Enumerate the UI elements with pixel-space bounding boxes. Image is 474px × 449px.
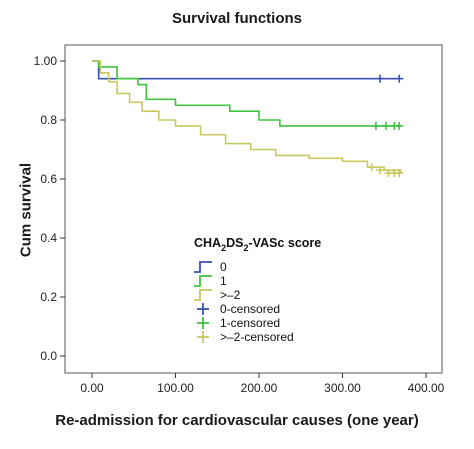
legend-step-icon: [194, 289, 212, 301]
censor-mark-1: [395, 121, 404, 130]
y-tick-label: 0.6: [40, 172, 57, 186]
y-tick-label: 0.0: [40, 349, 57, 363]
x-tick-label: 400.00: [408, 381, 445, 395]
series-layer: [92, 60, 404, 178]
censor-mark-2: [376, 166, 385, 175]
axes: 0.00 100.00 200.00 300.00 400.00 0.0 0.2 0.4 0.6…: [34, 54, 445, 395]
x-tick-label: 200.00: [241, 381, 278, 395]
censor-mark-1: [381, 121, 390, 130]
y-tick-label: 0.8: [40, 113, 57, 127]
x-tick-label: 100.00: [157, 381, 194, 395]
x-tick-label: 300.00: [324, 381, 361, 395]
chart-title: Survival functions: [171, 10, 303, 27]
legend-item-3: 0-censored: [197, 302, 280, 316]
legend-item-2: >–2: [194, 288, 241, 302]
y-tick-label: 1.00: [34, 54, 58, 68]
y-tick-label: 0.2: [40, 290, 57, 304]
legend-item-1: 1: [194, 274, 227, 288]
x-tick-label: 0.00: [80, 381, 104, 395]
series-line-1: [92, 60, 401, 127]
censor-mark-2: [395, 169, 404, 178]
x-axis-label: Re-admission for cardiovascular causes (…: [55, 412, 419, 429]
censor-mark-1: [371, 121, 380, 130]
censor-mark-0: [395, 74, 404, 83]
legend-label: >–2-censored: [220, 330, 294, 344]
censor-mark-2: [367, 163, 376, 172]
legend-label: 0: [220, 260, 227, 274]
legend-item-4: 1-censored: [197, 316, 280, 330]
plot-area: [64, 44, 443, 374]
legend-label: >–2: [220, 288, 241, 302]
legend-label: 0-censored: [220, 302, 280, 316]
legend-step-icon: [194, 261, 212, 273]
legend-label: 1: [220, 274, 227, 288]
legend: CHA2DS2-VASc score 01>–20-censored1-cens…: [194, 236, 321, 344]
censor-mark-0: [376, 74, 385, 83]
legend-title: CHA2DS2-VASc score: [194, 236, 321, 253]
series-line-2: [92, 60, 402, 174]
legend-step-icon: [194, 275, 212, 287]
legend-item-5: >–2-censored: [197, 330, 294, 344]
legend-label: 1-censored: [220, 316, 280, 330]
legend-item-0: 0: [194, 260, 227, 274]
y-tick-label: 0.4: [40, 231, 57, 245]
